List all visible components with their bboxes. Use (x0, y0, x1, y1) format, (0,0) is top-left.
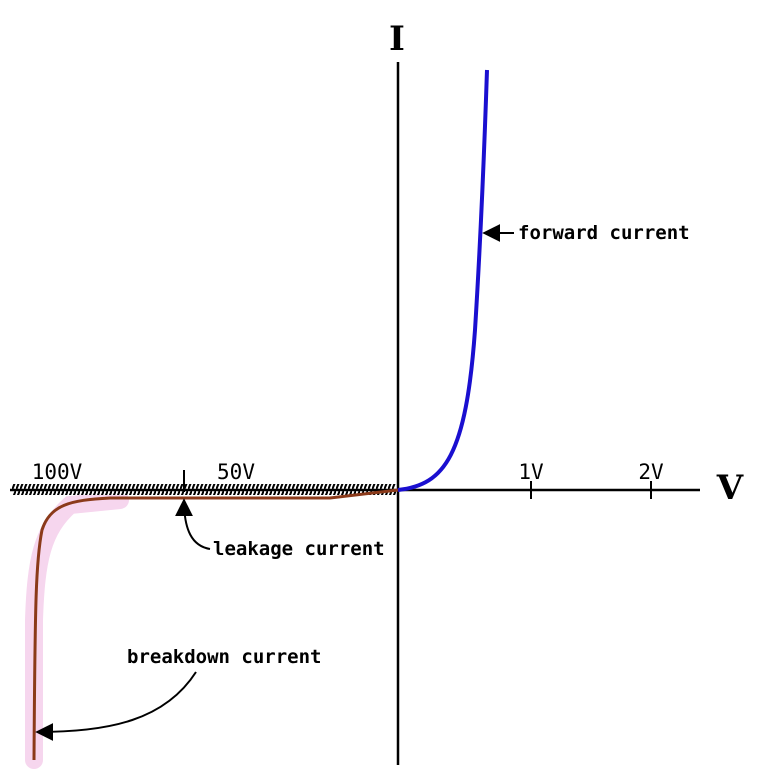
breakdown-halo (25, 491, 129, 769)
tick-label-1v: 1V (518, 460, 544, 484)
reverse-current-curve (32, 488, 399, 761)
y-axis-title: I (389, 19, 405, 59)
forward-current-curve (397, 69, 489, 492)
breakdown-current-arrow (35, 671, 197, 741)
tick-label-100v: 100V (32, 460, 83, 484)
breakdown-current-label: breakdown current (127, 646, 321, 668)
x-axis-title: V (716, 468, 744, 508)
leakage-current-arrow (175, 498, 211, 550)
forward-current-label: forward current (518, 222, 690, 244)
tick-label-50v: 50V (217, 460, 255, 484)
tick-label-2v: 2V (638, 460, 664, 484)
leakage-current-label: leakage current (213, 538, 385, 560)
